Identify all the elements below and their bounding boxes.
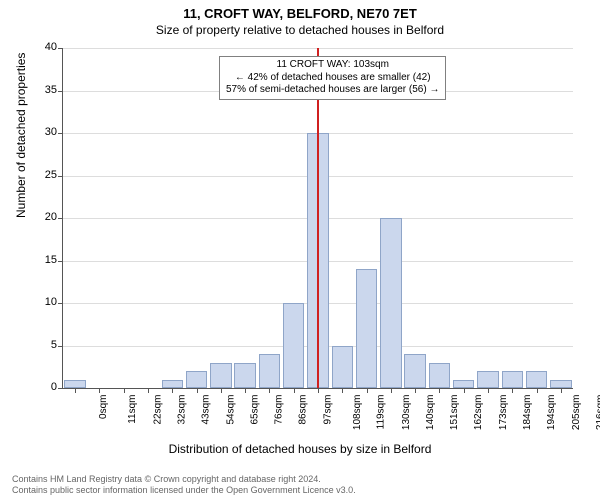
histogram-bar: [162, 380, 183, 389]
histogram-bar: [332, 346, 353, 389]
histogram-bar: [526, 371, 547, 388]
xtick-label: 11sqm: [127, 395, 138, 424]
y-axis-label: Number of detached properties: [14, 53, 28, 218]
histogram-bar: [259, 354, 280, 388]
xtick-mark: [172, 388, 173, 393]
xtick-label: 97sqm: [322, 395, 333, 425]
ytick-mark: [58, 133, 63, 134]
histogram-bar: [234, 363, 255, 389]
xtick-label: 184sqm: [522, 395, 533, 431]
histogram-bar: [477, 371, 498, 388]
histogram-bar: [502, 371, 523, 388]
xtick-mark: [537, 388, 538, 393]
histogram-bar: [380, 218, 401, 388]
histogram-bar: [186, 371, 207, 388]
xtick-label: 216sqm: [595, 395, 600, 431]
xtick-label: 119sqm: [376, 395, 387, 430]
ytick-mark: [58, 48, 63, 49]
xtick-mark: [148, 388, 149, 393]
ytick-mark: [58, 346, 63, 347]
xtick-mark: [367, 388, 368, 393]
annotation-line: ← 42% of detached houses are smaller (42…: [226, 72, 439, 85]
xtick-label: 108sqm: [352, 395, 363, 431]
ytick-label: 40: [29, 41, 57, 53]
ytick-label: 25: [29, 169, 57, 181]
xtick-label: 22sqm: [152, 395, 163, 425]
histogram-bar: [64, 380, 85, 389]
ytick-label: 10: [29, 296, 57, 308]
footer-attribution: Contains HM Land Registry data © Crown c…: [12, 474, 356, 496]
xtick-mark: [391, 388, 392, 393]
xtick-mark: [197, 388, 198, 393]
ytick-label: 5: [29, 339, 57, 351]
xtick-label: 151sqm: [449, 395, 460, 431]
ytick-label: 20: [29, 211, 57, 223]
xtick-mark: [488, 388, 489, 393]
xtick-mark: [75, 388, 76, 393]
histogram-bar: [550, 380, 571, 389]
xtick-mark: [415, 388, 416, 393]
chart-title-1: 11, CROFT WAY, BELFORD, NE70 7ET: [0, 0, 600, 21]
xtick-mark: [318, 388, 319, 393]
x-axis-label: Distribution of detached houses by size …: [0, 442, 600, 456]
footer-line-1: Contains HM Land Registry data © Crown c…: [12, 474, 321, 484]
histogram-bar: [429, 363, 450, 389]
chart-title-2: Size of property relative to detached ho…: [0, 21, 600, 37]
xtick-label: 173sqm: [498, 395, 509, 431]
xtick-label: 54sqm: [225, 395, 236, 425]
histogram-bar: [453, 380, 474, 389]
histogram-bar: [283, 303, 304, 388]
ytick-mark: [58, 176, 63, 177]
xtick-label: 162sqm: [474, 395, 485, 431]
ytick-mark: [58, 388, 63, 389]
xtick-mark: [512, 388, 513, 393]
ytick-mark: [58, 91, 63, 92]
annotation-line: 57% of semi-detached houses are larger (…: [226, 84, 439, 97]
xtick-mark: [464, 388, 465, 393]
xtick-mark: [221, 388, 222, 393]
ytick-mark: [58, 218, 63, 219]
xtick-mark: [342, 388, 343, 393]
ytick-label: 15: [29, 254, 57, 266]
xtick-mark: [269, 388, 270, 393]
ytick-mark: [58, 261, 63, 262]
xtick-label: 205sqm: [571, 395, 582, 431]
footer-line-2: Contains public sector information licen…: [12, 485, 356, 495]
ytick-label: 30: [29, 126, 57, 138]
plot-area: 05101520253035400sqm11sqm22sqm32sqm43sqm…: [62, 48, 573, 389]
histogram-bar: [404, 354, 425, 388]
xtick-mark: [245, 388, 246, 393]
histogram-bar: [356, 269, 377, 388]
ytick-label: 0: [29, 381, 57, 393]
xtick-label: 140sqm: [425, 395, 436, 431]
xtick-label: 86sqm: [298, 395, 309, 425]
xtick-mark: [439, 388, 440, 393]
ytick-mark: [58, 303, 63, 304]
annotation-box: 11 CROFT WAY: 103sqm← 42% of detached ho…: [219, 56, 446, 100]
xtick-mark: [124, 388, 125, 393]
xtick-label: 0sqm: [98, 395, 109, 419]
annotation-line: 11 CROFT WAY: 103sqm: [226, 59, 439, 72]
xtick-label: 43sqm: [201, 395, 212, 425]
xtick-label: 32sqm: [177, 395, 188, 425]
xtick-label: 194sqm: [546, 395, 557, 431]
ytick-label: 35: [29, 84, 57, 96]
xtick-label: 130sqm: [401, 395, 412, 431]
xtick-mark: [294, 388, 295, 393]
xtick-mark: [561, 388, 562, 393]
xtick-mark: [99, 388, 100, 393]
xtick-label: 65sqm: [249, 395, 260, 425]
xtick-label: 76sqm: [274, 395, 285, 425]
histogram-bar: [210, 363, 231, 389]
